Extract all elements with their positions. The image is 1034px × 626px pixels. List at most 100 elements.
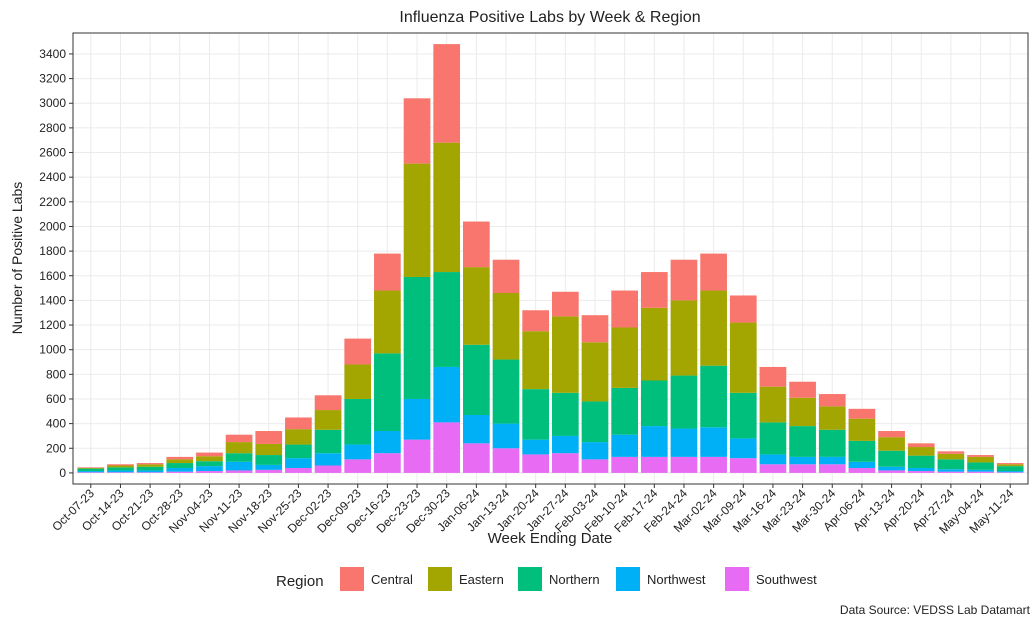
bar-segment xyxy=(907,443,935,448)
legend-label: Central xyxy=(371,572,413,587)
legend-label: Southwest xyxy=(756,572,817,587)
y-tick-label: 2600 xyxy=(39,146,66,160)
bar-segment xyxy=(136,470,164,473)
bar-segment xyxy=(996,472,1024,473)
bar-segment xyxy=(581,401,609,443)
bar-segment xyxy=(996,471,1024,473)
x-axis-title: Week Ending Date xyxy=(488,530,613,547)
bar-segment xyxy=(729,295,757,323)
y-tick-label: 600 xyxy=(46,392,66,406)
bar-segment xyxy=(285,458,312,468)
bar-segment xyxy=(967,456,994,463)
bar-segment xyxy=(759,366,787,387)
bar-segment xyxy=(107,470,134,473)
bar-segment xyxy=(77,467,105,469)
bar-segment xyxy=(107,467,134,471)
bar-segment xyxy=(344,459,372,473)
bar-segment xyxy=(818,429,846,457)
bar-segment xyxy=(196,471,223,473)
bar-segment xyxy=(433,272,461,367)
bar-segment xyxy=(700,427,727,457)
bar-segment xyxy=(789,381,816,398)
bar-segment xyxy=(640,426,668,457)
bar-segment xyxy=(403,276,431,399)
bar-segment xyxy=(463,443,490,473)
bar-segment xyxy=(581,315,609,343)
bar-segment xyxy=(374,431,401,454)
bar-segment xyxy=(551,453,579,473)
bar-segment xyxy=(996,463,1024,465)
y-tick-label: 1400 xyxy=(39,293,66,307)
bar-segment xyxy=(433,142,461,273)
bar-segment xyxy=(789,426,816,457)
bar-segment xyxy=(492,259,520,294)
bar-segment xyxy=(374,253,401,291)
bar-segment xyxy=(967,471,994,473)
bar-segment xyxy=(196,461,223,467)
bar-segment xyxy=(937,451,965,454)
bar-segment xyxy=(255,443,283,456)
bar-segment xyxy=(136,472,164,473)
bar-segment xyxy=(314,453,342,466)
bar-segment xyxy=(551,435,579,454)
bar-segment xyxy=(670,375,698,429)
bar-segment xyxy=(818,394,846,407)
y-tick-label: 800 xyxy=(46,367,66,381)
bar-segment xyxy=(314,465,342,473)
bar-segment xyxy=(967,469,994,472)
bar-segment xyxy=(937,471,965,473)
bar-segment xyxy=(225,453,253,462)
bar-segment xyxy=(611,327,638,388)
bar-segment xyxy=(878,431,905,438)
bar-segment xyxy=(848,408,876,419)
y-tick-label: 1200 xyxy=(39,318,66,332)
bar-segment xyxy=(789,456,816,465)
bar-segment xyxy=(403,163,431,277)
y-tick-label: 400 xyxy=(46,417,66,431)
legend-key xyxy=(725,567,749,591)
bar-segment xyxy=(729,438,757,459)
bar-segment xyxy=(700,365,727,428)
bar-segment xyxy=(196,466,223,472)
bar-segment xyxy=(818,456,846,465)
bar-segment xyxy=(492,293,520,360)
y-tick-label: 3200 xyxy=(39,72,66,86)
bar-segment xyxy=(166,459,194,464)
bar-segment xyxy=(759,386,787,423)
legend-key xyxy=(616,567,640,591)
bar-segment xyxy=(463,267,490,345)
bar-segment xyxy=(522,439,550,455)
bar-segment xyxy=(878,466,905,471)
bar-segment xyxy=(729,458,757,473)
y-tick-label: 1800 xyxy=(39,244,66,258)
bar-segment xyxy=(967,462,994,470)
bar-segment xyxy=(818,406,846,430)
bar-segment xyxy=(136,466,164,471)
bar-segment xyxy=(225,461,253,471)
bar-segment xyxy=(107,465,134,468)
legend-key xyxy=(340,567,364,591)
y-tick-label: 200 xyxy=(46,441,66,455)
bar-segment xyxy=(551,291,579,317)
bar-segment xyxy=(611,434,638,457)
bar-segment xyxy=(967,455,994,457)
bar-segment xyxy=(522,310,550,332)
bar-segment xyxy=(403,98,431,164)
y-tick-label: 2200 xyxy=(39,195,66,209)
bar-segment xyxy=(433,422,461,473)
bar-segment xyxy=(848,461,876,468)
bar-segment xyxy=(77,468,105,472)
bar-segment xyxy=(314,429,342,454)
bar-segment xyxy=(107,472,134,473)
bar-segment xyxy=(551,316,579,393)
legend-label: Northwest xyxy=(647,572,706,587)
bar-segment xyxy=(285,467,312,473)
bar-segment xyxy=(611,456,638,473)
caption: Data Source: VEDSS Lab Datamart xyxy=(840,603,1031,617)
bar-segment xyxy=(640,380,668,427)
bar-segment xyxy=(344,444,372,460)
bar-segment xyxy=(996,464,1024,467)
bar-segment xyxy=(729,322,757,393)
bar-segment xyxy=(848,467,876,473)
